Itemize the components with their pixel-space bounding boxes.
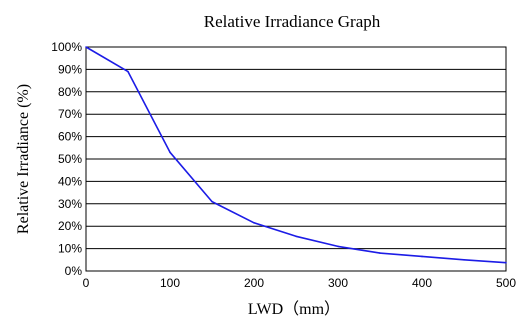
data-point xyxy=(127,70,129,73)
data-point xyxy=(421,255,423,258)
x-tick-label: 300 xyxy=(328,276,348,290)
data-point xyxy=(211,200,213,203)
x-tick-label: 0 xyxy=(83,276,90,290)
data-point xyxy=(85,46,87,48)
y-tick-label: 100% xyxy=(51,40,82,54)
y-tick-label: 40% xyxy=(58,174,82,188)
y-tick-label: 80% xyxy=(58,85,82,99)
y-tick-label: 60% xyxy=(58,130,82,144)
y-tick-label: 10% xyxy=(58,242,82,256)
data-point xyxy=(169,151,171,154)
x-tick-label: 200 xyxy=(244,276,264,290)
data-point xyxy=(253,222,255,224)
data-point xyxy=(379,252,381,254)
data-point xyxy=(463,259,465,261)
x-axis-title: LWD（mm） xyxy=(248,300,340,318)
y-axis-ticks: 0% 10% 20% 30% 40% 50% 60% 70% 80% 90% 100% xyxy=(51,40,82,278)
data-point xyxy=(337,245,339,248)
y-tick-label: 70% xyxy=(58,107,82,121)
x-axis-ticks: 0 100 200 300 400 500 xyxy=(83,276,516,290)
data-point xyxy=(505,261,507,264)
chart-title: Relative Irradiance Graph xyxy=(204,12,381,31)
x-tick-label: 100 xyxy=(160,276,180,290)
series-layer xyxy=(85,46,507,264)
x-tick-label: 500 xyxy=(496,276,516,290)
y-tick-label: 90% xyxy=(58,62,82,76)
horizontal-grid-lines xyxy=(86,68,506,250)
x-tick-label: 400 xyxy=(412,276,432,290)
y-axis-title: Relative Irradiance (%) xyxy=(15,84,32,234)
y-tick-label: 50% xyxy=(58,152,82,166)
y-tick-label: 30% xyxy=(58,197,82,211)
y-tick-label: 0% xyxy=(65,264,83,278)
y-tick-label: 20% xyxy=(58,219,82,233)
data-point xyxy=(295,235,297,238)
